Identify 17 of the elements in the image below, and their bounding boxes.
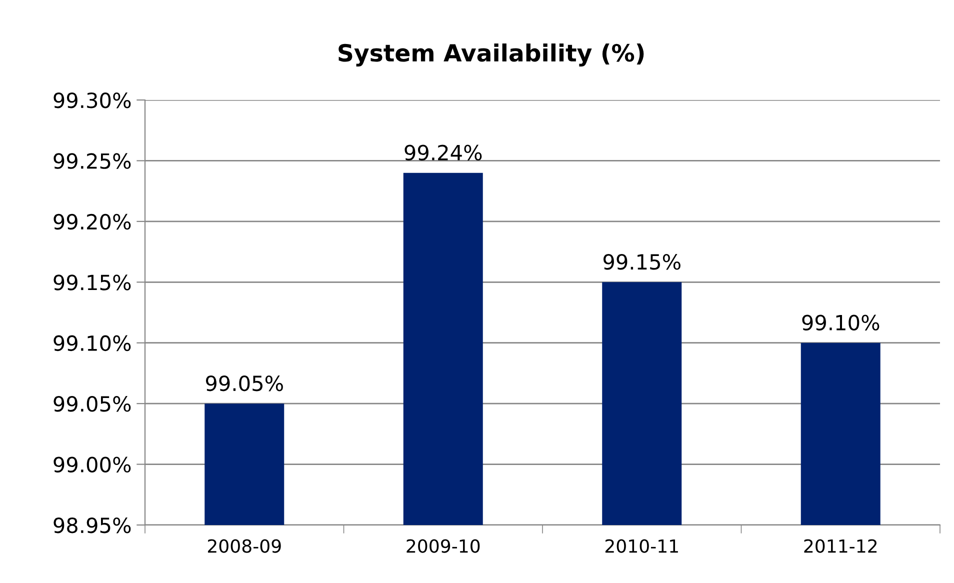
y-tick-label: 99.15% [54,274,131,290]
y-tick-label: 99.30% [54,92,131,108]
data-label: 99.15% [603,254,680,270]
x-tick-label: 2008-09 [208,539,281,553]
data-label: 99.10% [802,314,880,330]
x-tick-label: 2010-11 [605,539,678,553]
y-tick-label: 99.10% [54,335,131,352]
data-label: 99.24% [404,144,482,160]
data-label: 99.05% [206,375,283,392]
y-tick-label: 99.05% [54,396,131,412]
x-tick-label: 2009-10 [406,539,480,553]
y-tick-label: 99.20% [54,214,131,230]
chart-title: System Availability (%) [338,43,644,67]
y-tick-label: 98.95% [54,517,131,534]
x-tick-label: 2011-12 [804,539,877,553]
y-tick-label: 99.00% [54,456,131,472]
y-tick-label: 99.25% [54,153,131,169]
